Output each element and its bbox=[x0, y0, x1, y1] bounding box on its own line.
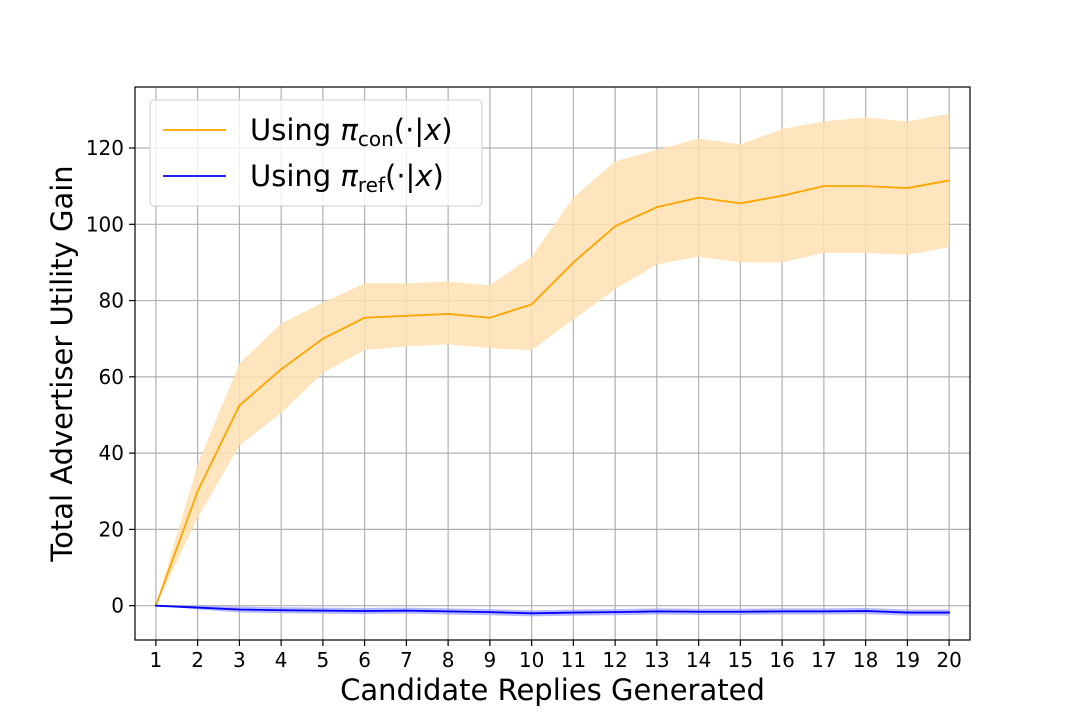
series-2-point bbox=[655, 610, 658, 613]
y-tick-label: 60 bbox=[99, 365, 124, 389]
x-tick-label: 10 bbox=[519, 648, 544, 672]
x-axis-title: Candidate Replies Generated bbox=[340, 673, 765, 707]
line-layer bbox=[154, 179, 951, 615]
series-2-point bbox=[196, 606, 199, 609]
legend: Using πcon(·|x) Using πref(·|x) bbox=[149, 99, 483, 207]
legend-entries: Using πcon(·|x) Using πref(·|x) bbox=[163, 113, 453, 197]
y-tick-label: 20 bbox=[99, 517, 124, 541]
series-2-point bbox=[154, 604, 157, 607]
series-2-point bbox=[906, 611, 909, 614]
series-2-point bbox=[822, 610, 825, 613]
series-1-point bbox=[447, 312, 450, 315]
x-tick-label: 17 bbox=[811, 648, 836, 672]
series-2-point bbox=[781, 610, 784, 613]
series-2-point bbox=[363, 610, 366, 613]
series-1-point bbox=[405, 314, 408, 317]
series-2-point bbox=[238, 608, 241, 611]
series-1-point bbox=[572, 261, 575, 264]
series-2-point bbox=[697, 610, 700, 613]
series-1-point bbox=[655, 206, 658, 209]
series-2-point bbox=[739, 610, 742, 613]
x-tick-label: 2 bbox=[191, 648, 204, 672]
series-2-point bbox=[614, 611, 617, 614]
x-tick-label: 13 bbox=[644, 648, 669, 672]
series-2-point bbox=[447, 610, 450, 613]
x-tick-label: 5 bbox=[317, 648, 330, 672]
series-1-point bbox=[321, 337, 324, 340]
series-2-line bbox=[155, 604, 950, 615]
series-1-band bbox=[155, 113, 950, 606]
series-2-point bbox=[572, 611, 575, 614]
series-2-point bbox=[948, 611, 951, 614]
x-tick-label: 20 bbox=[936, 648, 961, 672]
y-tick-label: 120 bbox=[86, 136, 124, 160]
x-tick-label: 11 bbox=[561, 648, 586, 672]
series-1-point bbox=[906, 187, 909, 190]
series-1-point bbox=[530, 303, 533, 306]
series-2-point bbox=[321, 609, 324, 612]
x-tick-label: 6 bbox=[358, 648, 371, 672]
x-tick-label: 12 bbox=[602, 648, 627, 672]
series-1-point bbox=[781, 194, 784, 197]
series-2-point bbox=[864, 610, 867, 613]
x-tick-label: 9 bbox=[484, 648, 497, 672]
series-2-point bbox=[405, 609, 408, 612]
series-1-point bbox=[864, 185, 867, 188]
plot-frame bbox=[134, 86, 971, 641]
series-2-point bbox=[488, 611, 491, 614]
y-tick-label: 100 bbox=[86, 212, 124, 236]
x-tick-label: 14 bbox=[686, 648, 711, 672]
series-1-point bbox=[739, 202, 742, 205]
y-tick-label: 40 bbox=[99, 441, 124, 465]
y-tick-label: 80 bbox=[99, 289, 124, 313]
series-2-point bbox=[530, 612, 533, 615]
legend-box bbox=[149, 99, 483, 207]
series-1-point bbox=[196, 490, 199, 493]
series-1-line bbox=[155, 179, 950, 606]
x-tick-label: 7 bbox=[400, 648, 413, 672]
x-tick-label: 8 bbox=[442, 648, 455, 672]
band-layer bbox=[155, 113, 950, 617]
series-1-point bbox=[948, 179, 951, 182]
series-1-point bbox=[363, 316, 366, 319]
x-tick-label: 18 bbox=[853, 648, 878, 672]
x-tick-label: 19 bbox=[895, 648, 920, 672]
x-tick-label: 15 bbox=[728, 648, 753, 672]
x-tick-label: 4 bbox=[275, 648, 288, 672]
legend-label-2: Using πref(·|x) bbox=[250, 159, 444, 197]
series-2-point bbox=[280, 609, 283, 612]
series-1-point bbox=[697, 196, 700, 199]
tick-layer: 1 2 3 4 5 6 7 8 9 10 11 12 13 14 15 16 17 18 19 20020406080… bbox=[86, 136, 962, 672]
series-2-band bbox=[155, 605, 950, 617]
series-1-point bbox=[238, 404, 241, 407]
series-1-point bbox=[488, 316, 491, 319]
x-tick-label: 16 bbox=[769, 648, 794, 672]
series-1-point bbox=[614, 225, 617, 228]
legend-label-1: Using πcon(·|x) bbox=[250, 113, 453, 151]
y-tick-label: 0 bbox=[111, 594, 124, 618]
y-axis-title: Total Advertiser Utility Gain bbox=[45, 165, 79, 562]
series-1-point bbox=[822, 185, 825, 188]
series-1-point bbox=[280, 368, 283, 371]
x-tick-label: 1 bbox=[150, 648, 163, 672]
x-tick-label: 3 bbox=[233, 648, 246, 672]
